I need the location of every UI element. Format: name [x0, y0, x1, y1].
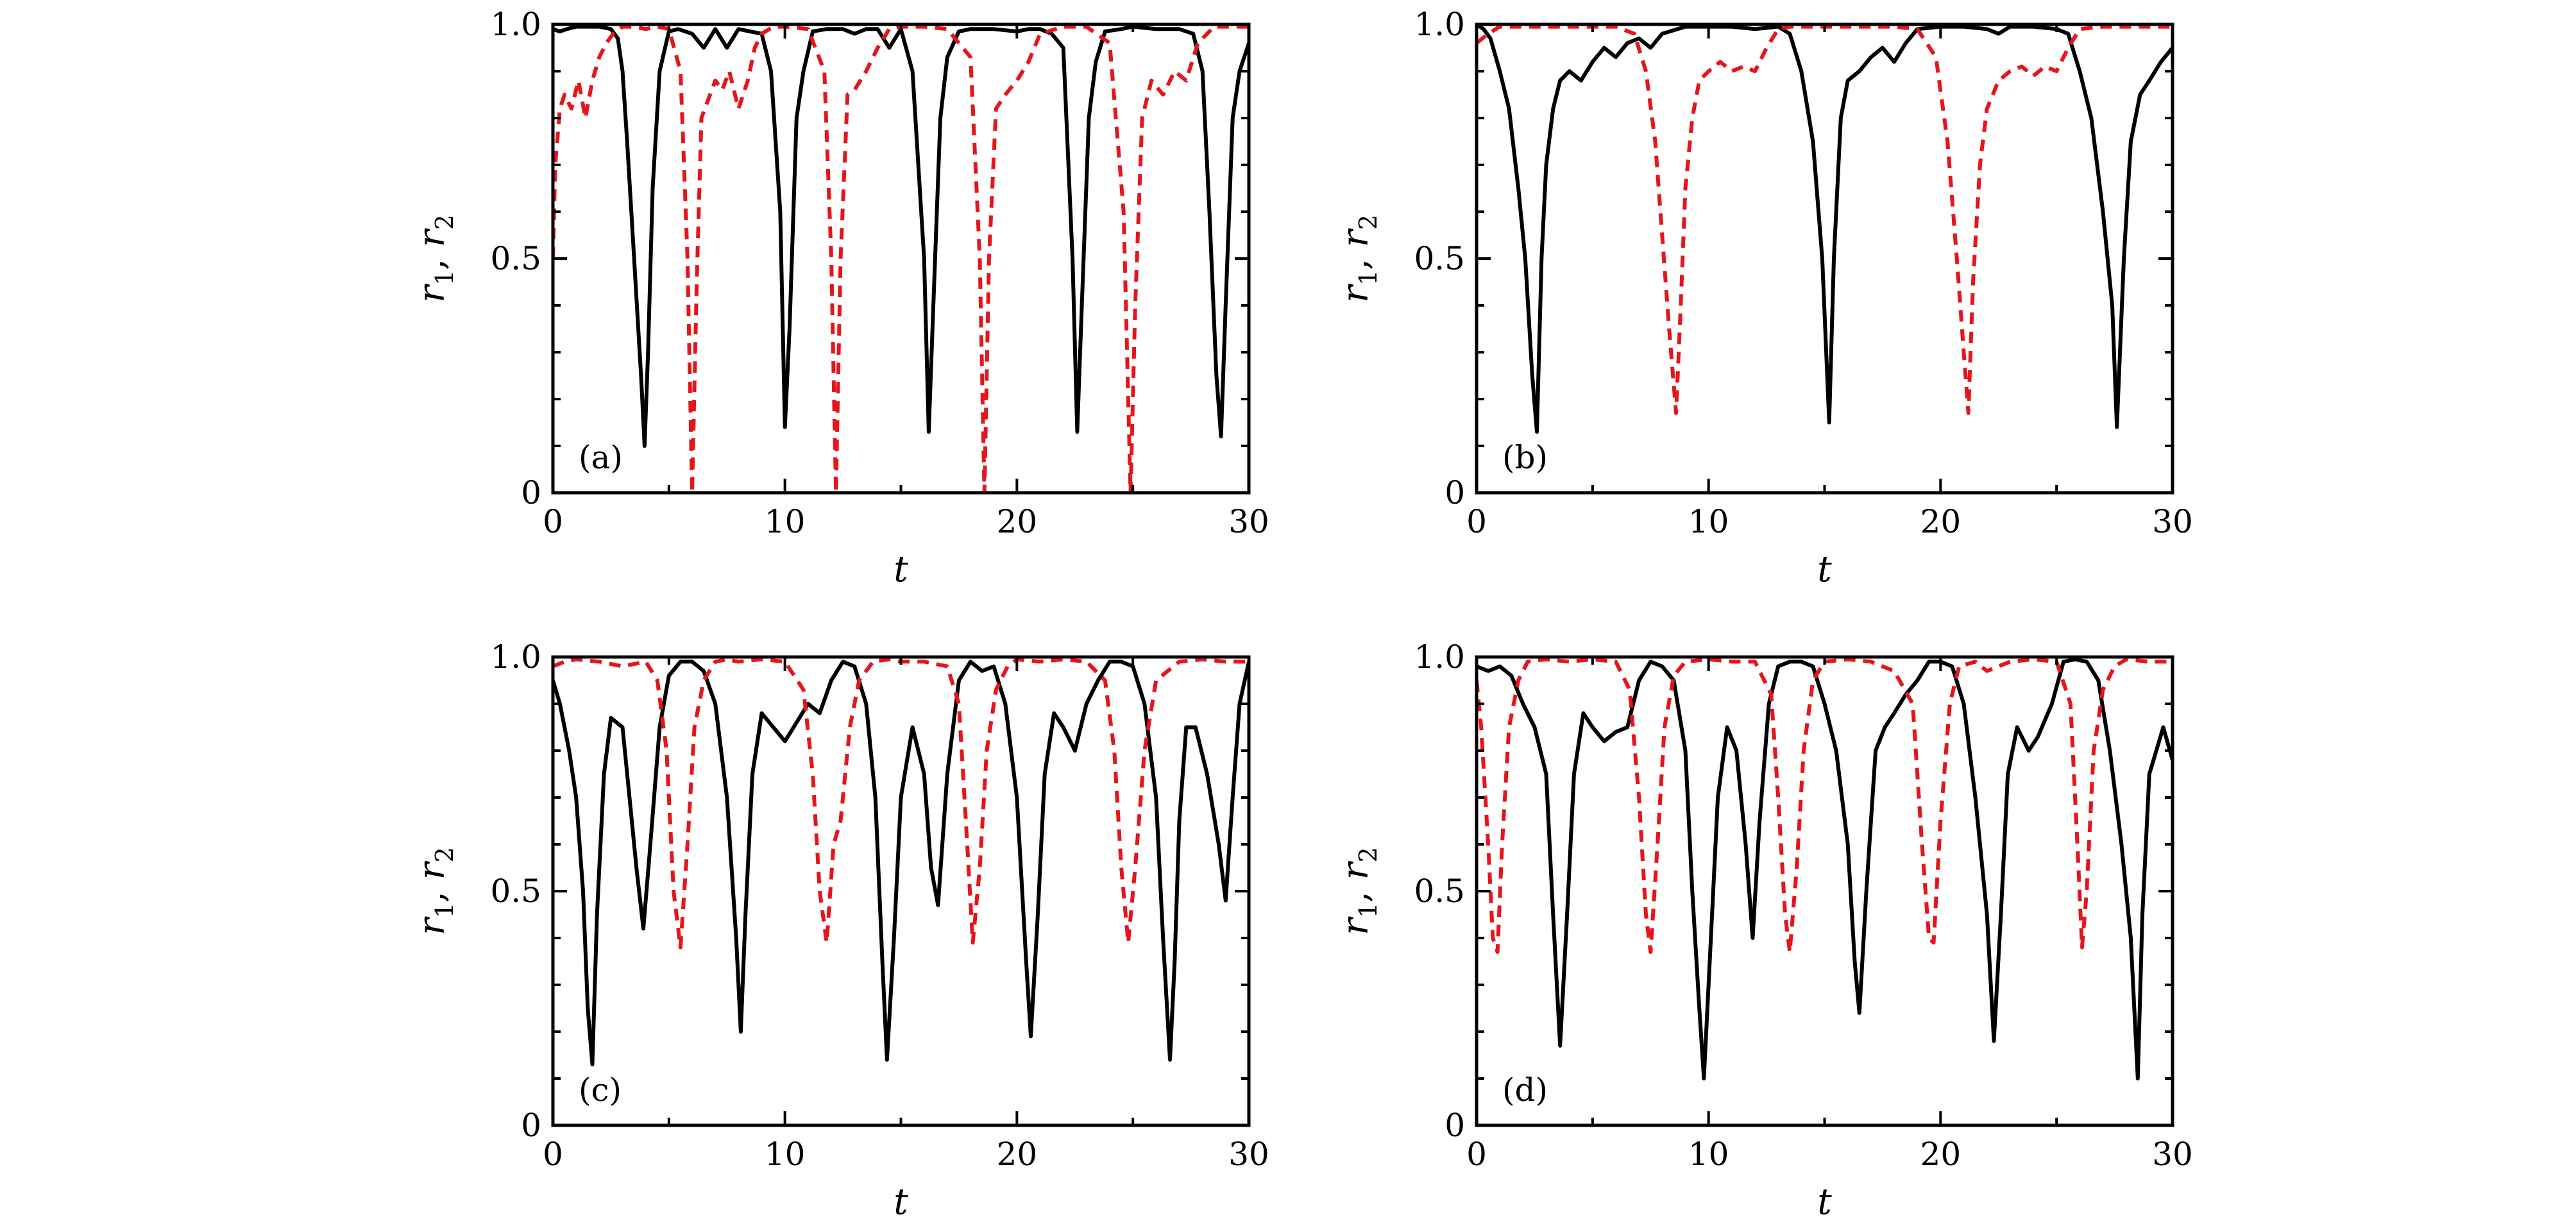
y-axis-label-part: ,	[1335, 247, 1377, 270]
y-axis-label-part: 1	[1354, 270, 1382, 286]
panel-label: (d)	[1502, 1071, 1548, 1109]
y-axis-label-part: 2	[430, 214, 459, 230]
x-tick-label: 30	[1228, 503, 1269, 540]
x-tick-label: 0	[543, 1136, 563, 1173]
y-tick-label: 0	[521, 474, 541, 511]
panel-label: (a)	[579, 439, 623, 476]
y-axis-label-part: 1	[1354, 903, 1382, 918]
y-axis-label: r1, r2	[1335, 847, 1382, 935]
series-line-solid	[553, 24, 1249, 448]
x-axis-label: t	[894, 1181, 908, 1223]
x-tick-label: 20	[1920, 503, 1962, 540]
y-axis-label-part: 1	[430, 903, 459, 918]
series-line-dashed	[1477, 24, 2173, 415]
x-tick-label: 0	[1466, 1136, 1487, 1173]
x-tick-label: 0	[543, 503, 563, 540]
x-tick-label: 20	[997, 1136, 1038, 1173]
x-tick-label: 30	[2152, 1136, 2193, 1173]
x-tick-label: 10	[1688, 1136, 1729, 1173]
x-tick-label: 30	[1228, 1136, 1269, 1173]
y-tick-label: 0	[1445, 474, 1465, 511]
series-line-solid	[1477, 24, 2173, 434]
y-axis-label-part: 1	[430, 270, 459, 286]
series-line-dashed	[1477, 657, 2173, 954]
y-tick-label: 0.5	[490, 873, 541, 910]
y-tick-label: 1.0	[1414, 6, 1465, 43]
y-axis-label-part: r	[411, 228, 453, 247]
y-axis-label-part: r	[1335, 284, 1377, 303]
series-line-dashed	[553, 24, 1249, 493]
x-tick-label: 10	[1688, 503, 1729, 540]
y-axis-label-part: 2	[1354, 214, 1382, 230]
x-tick-label: 10	[765, 1136, 806, 1173]
x-axis-label: t	[1817, 1181, 1832, 1223]
y-tick-label: 0	[521, 1107, 541, 1144]
y-axis-label-part: r	[1335, 860, 1377, 880]
y-axis-label-part: 2	[1354, 847, 1382, 862]
y-axis-label-part: ,	[1335, 880, 1377, 903]
y-tick-label: 0.5	[1414, 240, 1465, 277]
y-axis-label-part: ,	[411, 880, 453, 903]
y-tick-label: 1.0	[1414, 638, 1465, 676]
y-tick-label: 1.0	[490, 638, 541, 676]
y-tick-label: 0	[1445, 1107, 1465, 1144]
y-tick-label: 1.0	[490, 6, 541, 43]
panel-label: (b)	[1502, 439, 1548, 476]
y-axis-label-part: ,	[411, 247, 453, 270]
y-axis-label-part: r	[411, 860, 453, 880]
y-axis-label-part: r	[411, 284, 453, 303]
y-axis-label: r1, r2	[1335, 214, 1382, 303]
x-tick-label: 30	[2152, 503, 2193, 540]
y-axis-label: r1, r2	[411, 847, 459, 935]
x-tick-label: 10	[765, 503, 806, 540]
y-tick-label: 0.5	[490, 240, 541, 277]
y-axis-label-part: r	[1335, 916, 1377, 935]
panel-label: (c)	[579, 1071, 622, 1109]
x-axis-label: t	[894, 549, 908, 590]
series-line-solid	[553, 660, 1249, 1067]
x-axis-label: t	[1817, 549, 1832, 590]
x-tick-label: 0	[1466, 503, 1487, 540]
y-axis-label-part: r	[1335, 228, 1377, 247]
y-axis-label-part: 2	[430, 847, 459, 862]
x-tick-label: 20	[1920, 1136, 1962, 1173]
y-tick-label: 0.5	[1414, 873, 1465, 910]
y-axis-label-part: r	[411, 916, 453, 935]
series-line-solid	[1477, 657, 2173, 1080]
x-tick-label: 20	[997, 503, 1038, 540]
y-axis-label: r1, r2	[411, 214, 459, 303]
series-line-dashed	[553, 657, 1249, 950]
